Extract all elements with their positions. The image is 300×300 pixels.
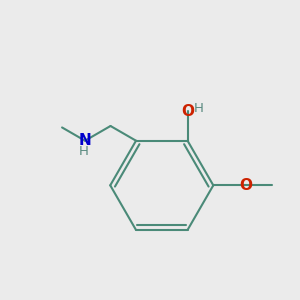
Text: H: H	[194, 102, 204, 116]
Text: O: O	[239, 178, 252, 193]
Text: H: H	[79, 146, 88, 158]
Text: O: O	[181, 104, 194, 119]
Text: N: N	[79, 133, 92, 148]
